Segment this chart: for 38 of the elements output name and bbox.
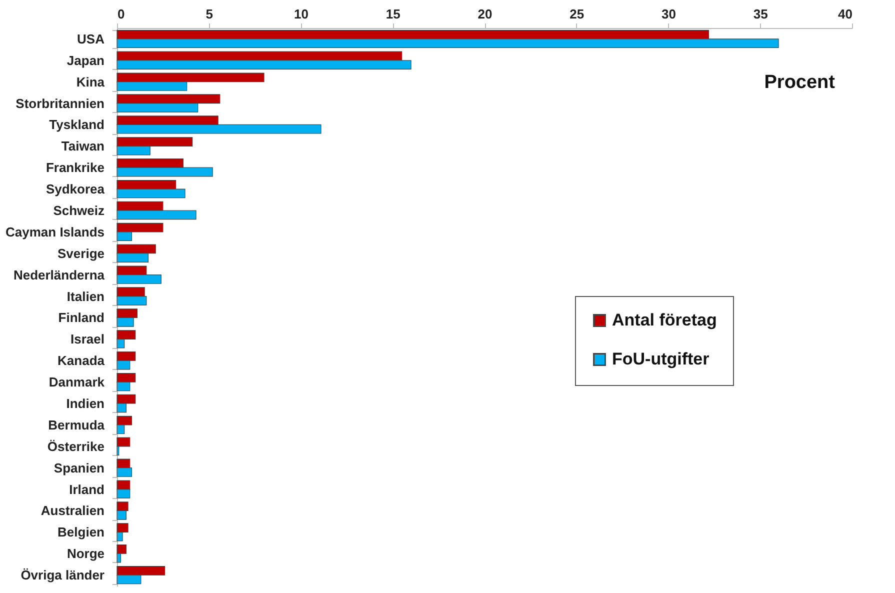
- x-tick-label: 10: [294, 6, 308, 22]
- legend-label: FoU-utgifter: [612, 350, 710, 368]
- y-tick-label: Tyskland: [49, 117, 105, 132]
- y-tick-label: Sverige: [58, 246, 104, 261]
- y-tick-label: Irland: [69, 482, 105, 497]
- y-tick-label: Italien: [66, 288, 105, 304]
- annotation: Procent: [764, 72, 836, 93]
- y-tick-label: Schweiz: [53, 202, 105, 218]
- y-tick-label: Australien: [40, 503, 105, 518]
- x-tick-label: 35: [753, 6, 768, 22]
- y-tick-label: Belgien: [58, 524, 105, 540]
- x-tick-label: 5: [206, 6, 213, 22]
- x-tick-label: 0: [118, 6, 125, 22]
- y-tick-label: Cayman Islands: [6, 224, 104, 240]
- y-tick-label: Japan: [66, 52, 105, 68]
- legend-label: Antal företag: [612, 310, 717, 330]
- y-tick-label: Finland: [58, 310, 105, 326]
- x-tick-label: 40: [838, 6, 852, 22]
- x-tick-label: 30: [662, 6, 676, 22]
- y-tick-label: Spanien: [54, 460, 105, 476]
- y-tick-label: Frankrike: [46, 160, 104, 176]
- y-tick-label: Övriga länder: [20, 568, 104, 583]
- y-tick-label: Kanada: [58, 353, 106, 368]
- x-tick-label: 20: [478, 6, 492, 22]
- y-tick-label: Danmark: [48, 374, 106, 390]
- x-tick-label: 25: [570, 6, 584, 22]
- y-tick-label: Nederländerna: [13, 267, 106, 282]
- y-tick-label: Storbritannien: [16, 96, 105, 111]
- y-tick-label: USA: [77, 31, 106, 46]
- y-tick-label: Indien: [66, 396, 105, 412]
- y-tick-label: Norge: [66, 546, 104, 562]
- x-tick-label: 15: [386, 6, 400, 22]
- y-tick-label: Taiwan: [61, 138, 105, 154]
- y-tick-label: Kina: [76, 74, 106, 90]
- y-tick-label: Sydkorea: [46, 182, 106, 197]
- y-tick-label: Österrike: [47, 438, 104, 454]
- y-tick-label: Israel: [70, 332, 104, 347]
- y-tick-label: Bermuda: [48, 417, 106, 432]
